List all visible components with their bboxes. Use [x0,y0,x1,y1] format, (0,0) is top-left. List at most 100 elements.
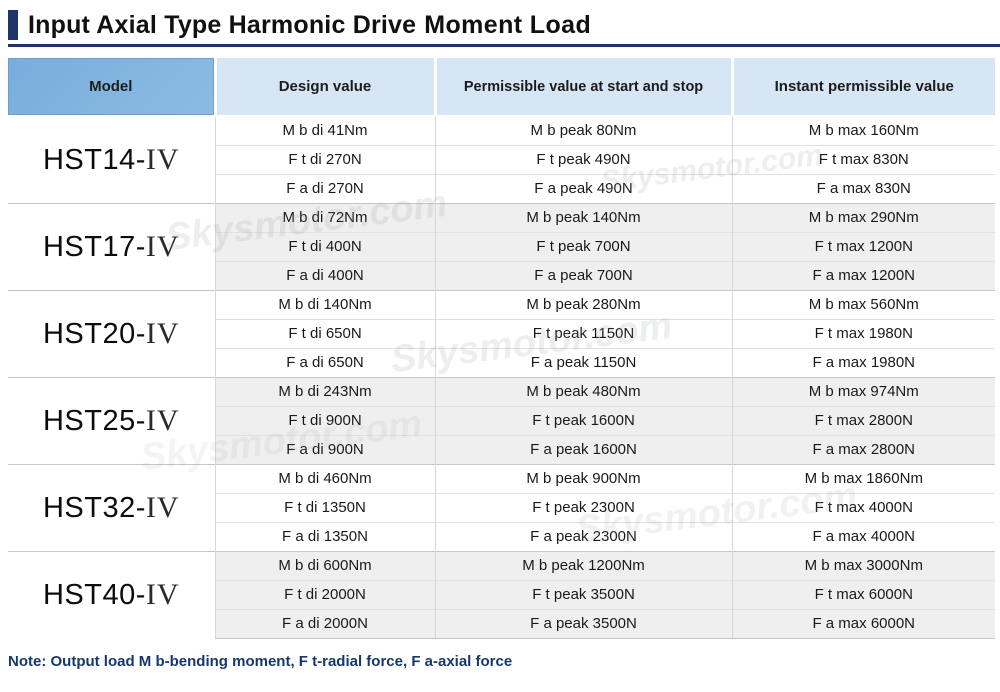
design-value-cell: M b di 41Nm [214,115,435,145]
instant-value-cell: F a max 6000N [731,608,995,639]
model-name-prefix: HST17- [42,230,146,263]
model-name-roman: IV [145,577,180,611]
design-value-cell: F t di 270N [214,144,435,174]
instant-value-cell: F a max 1980N [731,347,995,377]
design-value-cell: M b di 140Nm [214,289,435,319]
title-underline [8,44,1000,47]
model-name-prefix: HST14- [42,143,146,176]
permissible-value-cell: M b peak 280Nm [434,289,732,319]
design-value-cell: F a di 2000N [214,608,435,639]
permissible-value-cell: F t peak 1600N [434,405,732,435]
design-value-cell: F t di 900N [214,405,435,435]
instant-value-cell: F t max 2800N [731,405,995,435]
design-value-cell: F a di 400N [214,260,435,290]
permissible-value-cell: F t peak 1150N [434,318,732,348]
instant-value-cell: M b max 160Nm [731,115,995,145]
table-row: F t di 270N F t peak 490N F t max 830N [8,144,995,174]
model-cell-hst20: HST20-IV [8,289,215,377]
title-accent-bar [8,10,18,40]
design-value-cell: F a di 1350N [214,521,435,551]
instant-value-cell: M b max 290Nm [731,202,995,232]
table-row: F t di 400N F t peak 700N F t max 1200N [8,231,995,261]
column-header-permissible-value: Permissible value at start and stop [433,58,732,117]
table-row: F a di 1350N F a peak 2300N F a max 4000… [8,521,995,551]
table-row: F t di 900N F t peak 1600N F t max 2800N [8,405,995,435]
instant-value-cell: F t max 6000N [731,579,995,609]
table-row: F t di 650N F t peak 1150N F t max 1980N [8,318,995,348]
permissible-value-cell: M b peak 140Nm [434,202,732,232]
permissible-value-cell: M b peak 480Nm [434,376,732,406]
footnote: Note: Output load M b-bending moment, F … [8,653,513,670]
design-value-cell: F t di 1350N [214,492,435,522]
model-cell-hst25: HST25-IV [8,376,215,464]
permissible-value-cell: F a peak 3500N [434,608,732,639]
table-row: HST20-IV M b di 140Nm M b peak 280Nm M b… [8,289,995,377]
model-name-roman: IV [145,403,180,437]
model-cell-hst32: HST32-IV [8,463,215,551]
instant-value-cell: M b max 560Nm [731,289,995,319]
page-title-part1: Input Axial Type Harmonic Drive [28,10,417,39]
table-row: F a di 2000N F a peak 3500N F a max 6000… [8,608,995,639]
permissible-value-cell: F a peak 700N [434,260,732,290]
design-value-cell: F a di 900N [214,434,435,464]
design-value-cell: F t di 2000N [214,579,435,609]
page-title: Input Axial Type Harmonic Drive Moment Lo… [28,11,591,40]
design-value-cell: M b di 460Nm [214,463,435,493]
model-cell-hst40: HST40-IV [8,550,215,638]
design-value-cell: F a di 650N [214,347,435,377]
table-row: HST32-IV M b di 460Nm M b peak 900Nm M b… [8,463,995,551]
instant-value-cell: F t max 4000N [731,492,995,522]
permissible-value-cell: F t peak 700N [434,231,732,261]
design-value-cell: M b di 600Nm [214,550,435,580]
table-row: HST25-IV M b di 243Nm M b peak 480Nm M b… [8,376,995,464]
design-value-cell: F t di 650N [214,318,435,348]
permissible-value-cell: M b peak 80Nm [434,115,732,145]
model-cell-hst17: HST17-IV [8,202,215,290]
table-header: Model Design value Permissible value at … [8,58,995,117]
table-row: F t di 1350N F t peak 2300N F t max 4000… [8,492,995,522]
model-name-prefix: HST40- [42,578,146,611]
model-cell-hst14: HST14-IV [8,115,215,203]
title-section: Input Axial Type Harmonic Drive Moment Lo… [8,10,1000,47]
instant-value-cell: F a max 4000N [731,521,995,551]
model-name-prefix: HST25- [42,404,146,437]
column-header-model: Model [8,58,215,117]
table-row: F a di 270N F a peak 490N F a max 830N [8,173,995,203]
permissible-value-cell: M b peak 1200Nm [434,550,732,580]
table-row: F a di 400N F a peak 700N F a max 1200N [8,260,995,290]
column-header-design-value: Design value [213,58,435,117]
permissible-value-cell: F t peak 490N [434,144,732,174]
table-row: F a di 900N F a peak 1600N F a max 2800N [8,434,995,464]
design-value-cell: F t di 400N [214,231,435,261]
page-title-part2: Moment Load [424,10,592,39]
column-header-instant-permissible: Instant permissible value [730,58,995,117]
instant-value-cell: M b max 1860Nm [731,463,995,493]
model-name-roman: IV [145,142,180,176]
instant-value-cell: F a max 1200N [731,260,995,290]
table-row: HST17-IV M b di 72Nm M b peak 140Nm M b … [8,202,995,290]
design-value-cell: F a di 270N [214,173,435,203]
table-row: F a di 650N F a peak 1150N F a max 1980N [8,347,995,377]
instant-value-cell: F t max 1980N [731,318,995,348]
instant-value-cell: F t max 1200N [731,231,995,261]
permissible-value-cell: F a peak 1150N [434,347,732,377]
design-value-cell: M b di 72Nm [214,202,435,232]
permissible-value-cell: F a peak 1600N [434,434,732,464]
permissible-value-cell: F a peak 2300N [434,521,732,551]
permissible-value-cell: F t peak 2300N [434,492,732,522]
permissible-value-cell: M b peak 900Nm [434,463,732,493]
permissible-value-cell: F t peak 3500N [434,579,732,609]
model-name-roman: IV [145,316,180,350]
instant-value-cell: F a max 2800N [731,434,995,464]
permissible-value-cell: F a peak 490N [434,173,732,203]
table-row: HST40-IV M b di 600Nm M b peak 1200Nm M … [8,550,995,638]
model-name-prefix: HST32- [42,491,146,524]
table-row: F t di 2000N F t peak 3500N F t max 6000… [8,579,995,609]
spec-table: Model Design value Permissible value at … [8,58,995,639]
model-name-roman: IV [145,229,180,263]
instant-value-cell: F t max 830N [731,144,995,174]
model-name-prefix: HST20- [42,317,146,350]
instant-value-cell: F a max 830N [731,173,995,203]
table-row: HST14-IV M b di 41Nm M b peak 80Nm M b m… [8,115,995,203]
